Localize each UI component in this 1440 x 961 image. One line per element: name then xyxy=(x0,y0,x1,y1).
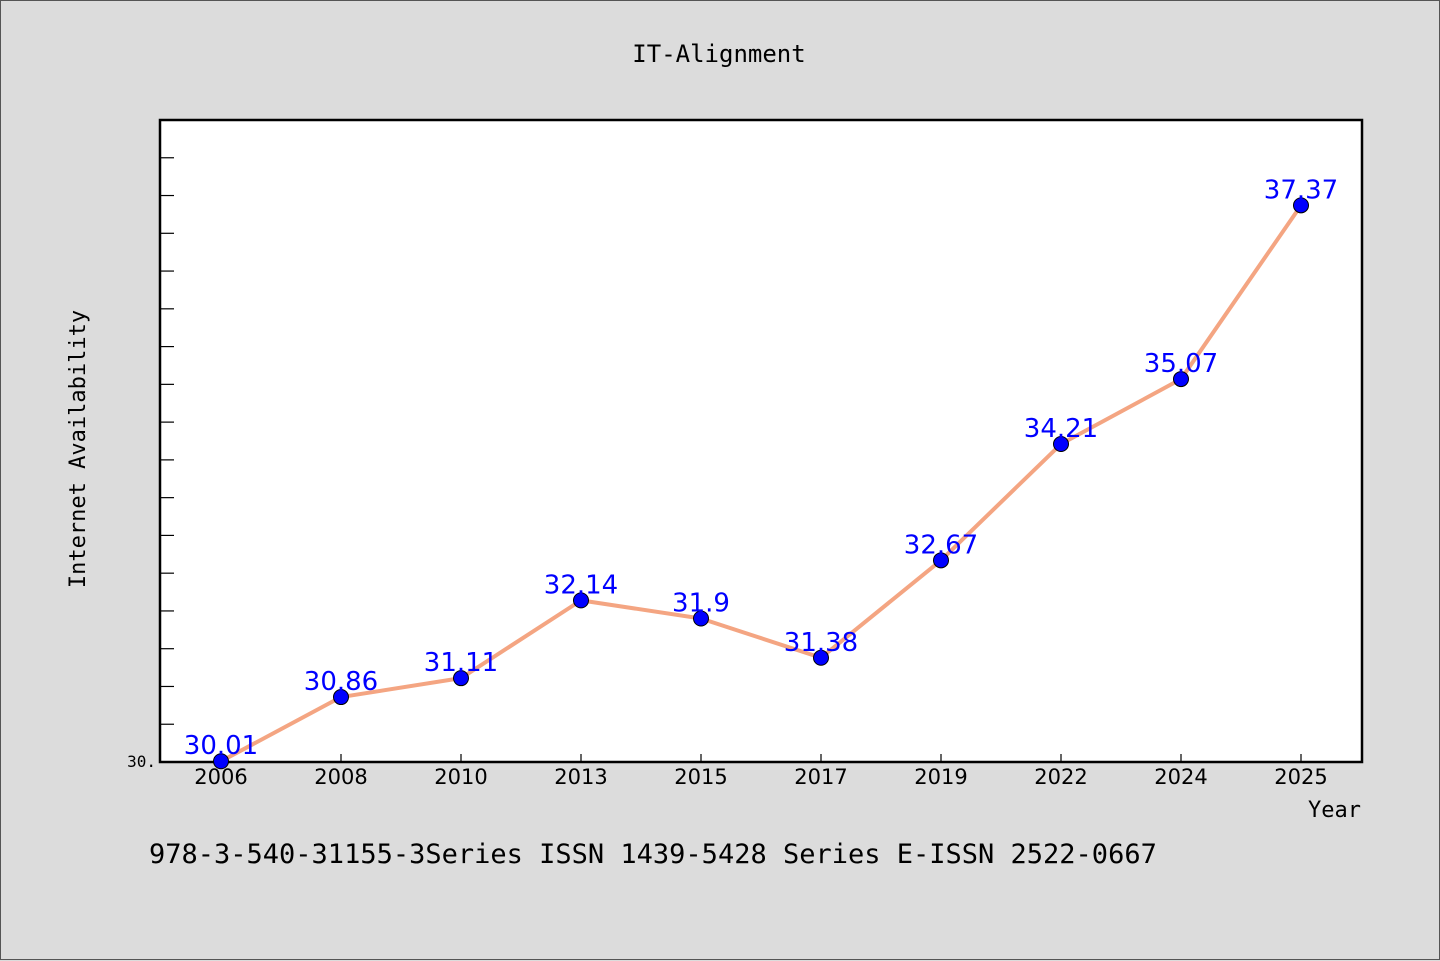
x-tick-label: 2024 xyxy=(1154,765,1207,789)
data-point xyxy=(453,670,469,687)
plot-area xyxy=(158,118,1364,764)
data-label: 31.9 xyxy=(672,588,730,618)
data-point xyxy=(573,592,589,609)
x-tick-label: 2017 xyxy=(794,765,847,789)
data-label: 30.01 xyxy=(184,731,258,761)
x-axis-label: Year xyxy=(1308,798,1361,823)
data-label: 34.21 xyxy=(1024,414,1098,444)
y-tick-label: 30. xyxy=(127,752,156,771)
x-tick-label: 2019 xyxy=(914,765,967,789)
data-labels: 30.01 30.86 31.11 32.14 31.9 31.38 32.67 34.21 3… xyxy=(184,175,1338,761)
data-label: 35.07 xyxy=(1144,349,1218,379)
x-tick-label: 2015 xyxy=(674,765,727,789)
data-point xyxy=(693,610,709,627)
data-label: 31.11 xyxy=(424,648,498,678)
footer-text: 978-3-540-31155-3Series ISSN 1439-5428 S… xyxy=(149,839,1157,870)
x-tick-label: 2025 xyxy=(1274,765,1327,789)
data-point xyxy=(1293,197,1309,214)
data-label: 31.38 xyxy=(784,628,858,658)
x-tick-label: 2008 xyxy=(314,765,367,789)
chart-title: IT-Alignment xyxy=(632,40,805,68)
data-point xyxy=(333,689,349,706)
data-point xyxy=(1173,371,1189,388)
data-label: 37.37 xyxy=(1264,175,1338,205)
y-minor-ticks xyxy=(160,119,174,763)
series-markers xyxy=(213,197,1309,770)
data-point xyxy=(213,753,229,770)
data-label: 32.14 xyxy=(544,570,618,600)
data-point xyxy=(1053,436,1069,453)
y-axis-label: Internet Availability xyxy=(66,310,91,588)
series-line xyxy=(220,204,1303,764)
x-axis-ticks: 2006 2008 2010 2013 2015 2017 2019 2022 2024 2025 xyxy=(194,754,1328,789)
data-point xyxy=(813,649,829,666)
x-tick-label: 2013 xyxy=(554,765,607,789)
data-label: 32.67 xyxy=(904,530,978,560)
x-tick-label: 2022 xyxy=(1034,765,1087,789)
data-point xyxy=(933,552,949,569)
data-label: 30.86 xyxy=(304,667,378,697)
x-tick-label: 2010 xyxy=(434,765,487,789)
